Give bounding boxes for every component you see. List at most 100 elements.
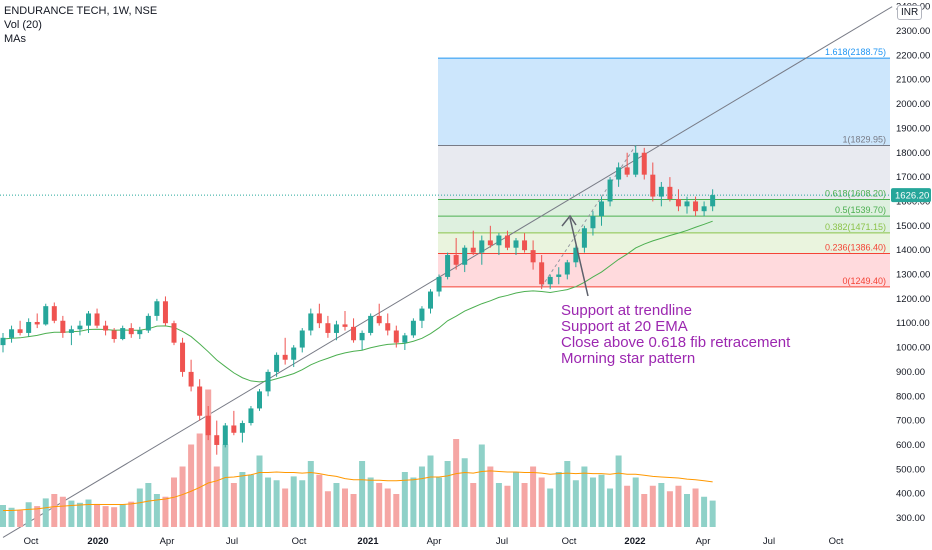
candle-body bbox=[650, 174, 656, 197]
volume-bar bbox=[119, 504, 126, 527]
candle-body bbox=[257, 391, 262, 409]
candle-body bbox=[282, 354, 288, 360]
fib-retracement[interactable]: 1.618(2188.75) 1(1829.95) 0.618(1608.20) 0.… bbox=[0, 47, 890, 288]
candle-body bbox=[291, 347, 297, 360]
volume-bar bbox=[25, 502, 32, 527]
volume-bar bbox=[444, 461, 451, 527]
candle-body bbox=[641, 152, 647, 175]
volume-bar bbox=[273, 480, 280, 527]
candle-body bbox=[197, 386, 203, 416]
candle-body bbox=[693, 201, 699, 212]
price-axis[interactable]: 300.00 400.00 500.00 600.00 700.00 800.00 900.… bbox=[891, 2, 931, 524]
candle-body bbox=[547, 276, 553, 285]
volume-bar bbox=[299, 480, 306, 527]
volume-bar bbox=[265, 477, 272, 527]
last-price-badge bbox=[891, 188, 931, 203]
volume-bar bbox=[701, 496, 708, 527]
candle-body bbox=[479, 240, 485, 253]
volume-bar bbox=[256, 455, 263, 527]
candle-body bbox=[359, 332, 365, 341]
volume-bar bbox=[393, 494, 400, 527]
volume-bar bbox=[367, 477, 374, 527]
volume-bar bbox=[675, 485, 682, 527]
volume-bar bbox=[350, 494, 357, 527]
candle-body bbox=[436, 276, 442, 292]
volume-bar bbox=[658, 483, 665, 527]
candle-body bbox=[351, 326, 357, 341]
candle-body bbox=[222, 425, 228, 445]
candle-body bbox=[616, 167, 622, 180]
currency-badge[interactable]: INR bbox=[897, 5, 923, 20]
candle-body bbox=[43, 306, 49, 325]
candle-body bbox=[410, 320, 416, 336]
candle-body bbox=[470, 247, 476, 253]
price-tick-label: 700.00 bbox=[896, 416, 925, 427]
candle-body bbox=[274, 354, 280, 372]
candle-body bbox=[684, 201, 690, 207]
volume-bar bbox=[94, 503, 101, 527]
price-tick-label: 300.00 bbox=[896, 513, 925, 524]
candle-body bbox=[539, 262, 545, 285]
price-tick-label: 400.00 bbox=[896, 489, 925, 500]
fib-zone bbox=[438, 58, 890, 146]
candle-body bbox=[675, 199, 681, 207]
time-tick-label: Jul bbox=[226, 536, 238, 547]
volume-bar bbox=[359, 461, 366, 527]
volume-bar bbox=[111, 507, 118, 527]
volume-bar bbox=[478, 444, 485, 527]
time-tick-label: 2021 bbox=[357, 536, 379, 547]
volume-bar bbox=[615, 455, 622, 527]
time-tick-label: Jul bbox=[763, 536, 775, 547]
candle-body bbox=[522, 240, 528, 251]
volume-bar bbox=[342, 488, 348, 527]
candle-body bbox=[316, 313, 322, 324]
volume-bar bbox=[598, 474, 605, 527]
volume-bar bbox=[513, 472, 519, 527]
fib-zone bbox=[438, 216, 890, 233]
candle-body bbox=[667, 186, 673, 200]
volume-bar bbox=[324, 491, 331, 527]
volume-bar bbox=[316, 474, 323, 527]
volume-indicator-label[interactable]: Vol (20) bbox=[4, 19, 42, 31]
candle-body bbox=[120, 328, 126, 340]
candle-body bbox=[658, 186, 664, 197]
volume-bar bbox=[145, 483, 152, 527]
annotation-text[interactable]: Support at trendline Support at 20 EMA C… bbox=[561, 303, 790, 367]
price-tick-label: 1800.00 bbox=[896, 148, 930, 159]
candle-body bbox=[68, 329, 74, 333]
price-tick-label: 800.00 bbox=[896, 391, 925, 402]
candle-body bbox=[60, 320, 66, 333]
volume-bar bbox=[649, 485, 656, 527]
candle-body bbox=[710, 195, 716, 207]
fib-zone bbox=[438, 199, 890, 217]
volume-bar bbox=[34, 506, 41, 527]
candle-body bbox=[633, 152, 639, 175]
ma-indicator-label[interactable]: MAs bbox=[4, 33, 26, 45]
volume-bar bbox=[418, 466, 425, 527]
candle-body bbox=[376, 315, 382, 324]
price-tick-label: 2200.00 bbox=[896, 50, 930, 61]
candle-body bbox=[599, 201, 604, 217]
arrow-shaft bbox=[569, 217, 589, 297]
volume-bars bbox=[0, 389, 716, 527]
volume-bar bbox=[307, 461, 314, 527]
candle-body bbox=[51, 306, 57, 321]
volume-bar bbox=[76, 502, 83, 527]
volume-bar bbox=[709, 500, 716, 527]
volume-bar bbox=[632, 477, 639, 527]
fib-level-label: 0(1249.40) bbox=[842, 276, 886, 286]
volume-bar bbox=[102, 506, 109, 527]
time-tick-label: Oct bbox=[24, 536, 39, 547]
time-axis[interactable]: Oct 2020 Apr Jul Oct 2021 Apr Jul Oct 2022 Apr Jul O… bbox=[24, 536, 844, 547]
volume-bar bbox=[572, 480, 579, 527]
volume-bar bbox=[376, 483, 383, 527]
price-tick-label: 1200.00 bbox=[896, 294, 930, 305]
candle-body bbox=[428, 291, 433, 309]
symbol-title[interactable]: ENDURANCE TECH, 1W, NSE bbox=[4, 5, 158, 17]
candle-body bbox=[308, 313, 314, 331]
volume-bar bbox=[213, 466, 220, 527]
price-tick-label: 1300.00 bbox=[896, 270, 930, 281]
annotation-line: Support at 20 EMA bbox=[561, 318, 688, 335]
candle-body bbox=[496, 235, 502, 246]
